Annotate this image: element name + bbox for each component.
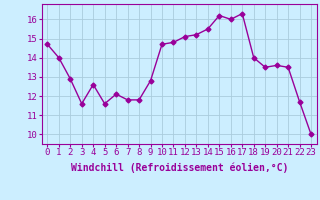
X-axis label: Windchill (Refroidissement éolien,°C): Windchill (Refroidissement éolien,°C) [70,163,288,173]
